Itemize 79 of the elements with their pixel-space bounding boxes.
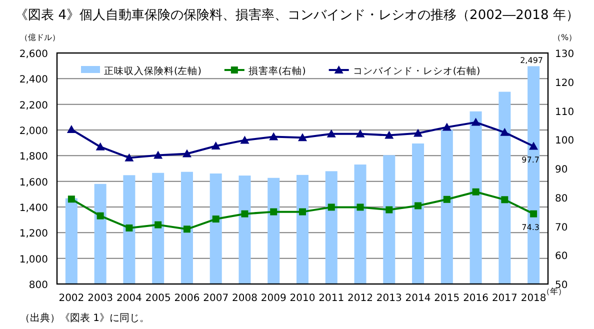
y2-tick-label: 120 [555, 78, 574, 89]
x-tick-label: 2009 [260, 293, 286, 304]
point [414, 128, 423, 137]
point [96, 212, 104, 220]
point [269, 132, 278, 140]
x-tick-label: 2018 [520, 293, 546, 304]
point [241, 210, 248, 218]
x-tick-label: 2015 [434, 293, 460, 304]
x-tick-label: 2016 [463, 293, 489, 304]
point [472, 188, 480, 196]
point [529, 142, 538, 150]
data-label: 74.3 [522, 222, 540, 232]
point [501, 196, 508, 204]
x-tick-label: 2007 [203, 293, 229, 304]
y2-axis-title: （%） [553, 33, 577, 42]
point [154, 221, 162, 228]
y-tick-label: 800 [28, 280, 48, 291]
data-label: 97.7 [522, 155, 540, 164]
y2-tick-label: 110 [555, 106, 574, 118]
point [298, 133, 307, 142]
text: （出典）《図表 1》に同じ。 [20, 312, 150, 324]
point [66, 125, 76, 134]
data-label: 2,497 [520, 56, 544, 66]
point [68, 196, 75, 203]
y-tick-label: 1,200 [19, 228, 48, 240]
point [154, 150, 163, 159]
y-tick-label: 2,000 [19, 126, 48, 137]
y2-tick-label: 70 [555, 222, 568, 234]
point [183, 226, 190, 233]
y2-tick-label: 100 [555, 136, 574, 147]
point [240, 136, 250, 144]
x-tick-label: 2006 [174, 293, 200, 304]
y2-tick-label: 80 [555, 193, 568, 204]
point [270, 208, 278, 216]
legend-label: コンバインド・レシオ(右軸) [352, 65, 480, 77]
x-tick-label: 2008 [232, 293, 258, 304]
point [443, 196, 450, 203]
point [414, 202, 422, 210]
point [96, 142, 105, 150]
point [328, 204, 335, 211]
x-tick-label: 2002 [58, 293, 84, 304]
point [500, 128, 510, 136]
y-tick-label: 2,200 [19, 100, 48, 112]
point [212, 216, 220, 223]
x-tick-label: 2005 [145, 293, 171, 304]
point [530, 210, 538, 218]
x-tick-label: 2004 [116, 293, 142, 304]
y2-tick-label: 90 [555, 164, 568, 176]
point [471, 118, 480, 126]
y-tick-label: 2,600 [19, 49, 48, 60]
y-axis-title: （億ドル） [20, 33, 60, 42]
point [384, 130, 394, 139]
x-tick-label: 2003 [88, 293, 114, 304]
y-tick-label: 1,000 [19, 254, 48, 266]
chart-title: 《図表 4》個人自動車保険の保険料、損害率、コンバインド・レシオの推移（2002―2018 年） [15, 7, 579, 23]
point [442, 122, 452, 131]
point [211, 141, 220, 150]
legend-label: 損害率(右軸) [248, 65, 306, 77]
y2-tick-label: 60 [555, 251, 568, 262]
point [356, 129, 365, 138]
x-tick-label: 2014 [405, 293, 431, 304]
y-tick-label: 1,600 [19, 177, 48, 188]
x-tick-label: 2013 [376, 293, 402, 304]
x-tick-label: 2011 [318, 293, 344, 304]
y-tick-label: 1,800 [19, 152, 48, 163]
x-tick-label: 2012 [348, 293, 373, 304]
point [326, 129, 336, 138]
point [126, 224, 133, 232]
legend-label: 正味収入保険料(左軸) [104, 65, 202, 77]
x-tick-label: 2010 [290, 293, 316, 304]
y-tick-label: 2,400 [19, 74, 48, 86]
y-tick-label: 1,400 [19, 203, 48, 214]
x-tick-label: 2017 [492, 293, 518, 304]
y2-tick-label: 130 [555, 49, 574, 60]
point [386, 206, 393, 214]
point [182, 149, 192, 158]
point [124, 153, 134, 162]
point [299, 208, 306, 216]
point [356, 204, 364, 211]
